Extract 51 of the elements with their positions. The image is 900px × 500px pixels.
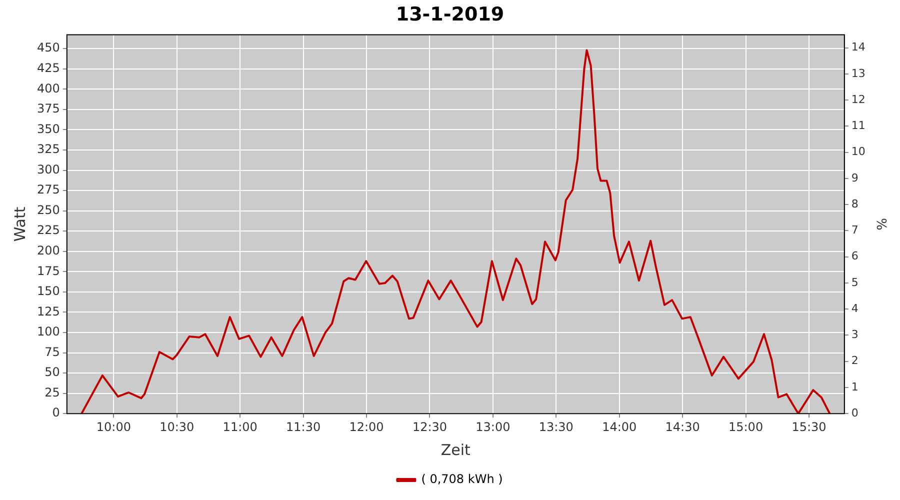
x-tick-label: 12:30 bbox=[412, 420, 448, 434]
legend-label: ( 0,708 kWh ) bbox=[421, 472, 503, 486]
x-tick-label: 11:30 bbox=[286, 420, 321, 434]
y2-tick-label: 6 bbox=[851, 250, 858, 263]
x-axis-title: Zeit bbox=[440, 440, 471, 459]
y2-tick-label: 5 bbox=[851, 276, 858, 289]
y2-tick-label: 3 bbox=[851, 328, 858, 342]
y-axis-title: Watt bbox=[10, 206, 29, 242]
y-tick-label: 250 bbox=[37, 202, 60, 217]
y-tick-label: 100 bbox=[37, 324, 60, 339]
y-tick-label: 275 bbox=[37, 182, 60, 197]
x-tick-label: 12:00 bbox=[349, 420, 384, 434]
y-tick-label: 25 bbox=[44, 385, 60, 400]
y-tick-label: 200 bbox=[37, 244, 60, 258]
x-tick-label: 13:00 bbox=[476, 420, 510, 434]
chart-title: 13-1-2019 bbox=[396, 3, 504, 26]
y2-tick-label: 0 bbox=[851, 406, 858, 420]
x-tick-label: 15:30 bbox=[792, 420, 826, 434]
y-tick-label: 375 bbox=[37, 102, 60, 116]
y-tick-label: 150 bbox=[37, 284, 60, 298]
y2-tick-label: 4 bbox=[851, 302, 858, 315]
y2-tick-label: 11 bbox=[851, 119, 866, 132]
y2-tick-label: 12 bbox=[851, 92, 866, 106]
y2-tick-label: 7 bbox=[851, 224, 858, 237]
y-tick-label: 225 bbox=[37, 223, 60, 238]
y-tick-label: 125 bbox=[37, 304, 60, 318]
x-tick-label: 15:00 bbox=[728, 420, 764, 434]
y2-tick-label: 8 bbox=[851, 197, 858, 210]
y-tick-label: 75 bbox=[44, 344, 60, 359]
y-tick-label: 400 bbox=[37, 81, 60, 96]
y2-axis-title: % bbox=[872, 218, 888, 230]
x-tick-label: 10:30 bbox=[160, 420, 194, 434]
x-tick-label: 11:00 bbox=[222, 420, 258, 434]
y-tick-label: 50 bbox=[44, 365, 60, 380]
y2-tick-label: 1 bbox=[851, 380, 858, 394]
x-tick-label: 14:30 bbox=[665, 420, 700, 434]
y-tick-label: 350 bbox=[37, 122, 60, 136]
x-tick-label: 10:00 bbox=[96, 420, 131, 434]
y-tick-label: 300 bbox=[37, 162, 60, 176]
x-tick-label: 14:00 bbox=[602, 420, 637, 434]
y2-tick-label: 14 bbox=[851, 40, 866, 54]
x-tick-label: 13:30 bbox=[538, 420, 574, 434]
y2-tick-label: 2 bbox=[851, 354, 858, 368]
y-tick-label: 450 bbox=[37, 40, 60, 55]
y-tick-label: 175 bbox=[37, 264, 60, 278]
y-tick-label: 325 bbox=[37, 142, 60, 156]
y-tick-label: 0 bbox=[52, 406, 60, 420]
y2-tick-label: 13 bbox=[851, 66, 866, 80]
y2-tick-label: 10 bbox=[851, 145, 866, 158]
y-tick-label: 425 bbox=[37, 60, 60, 75]
y2-tick-label: 9 bbox=[851, 171, 858, 184]
